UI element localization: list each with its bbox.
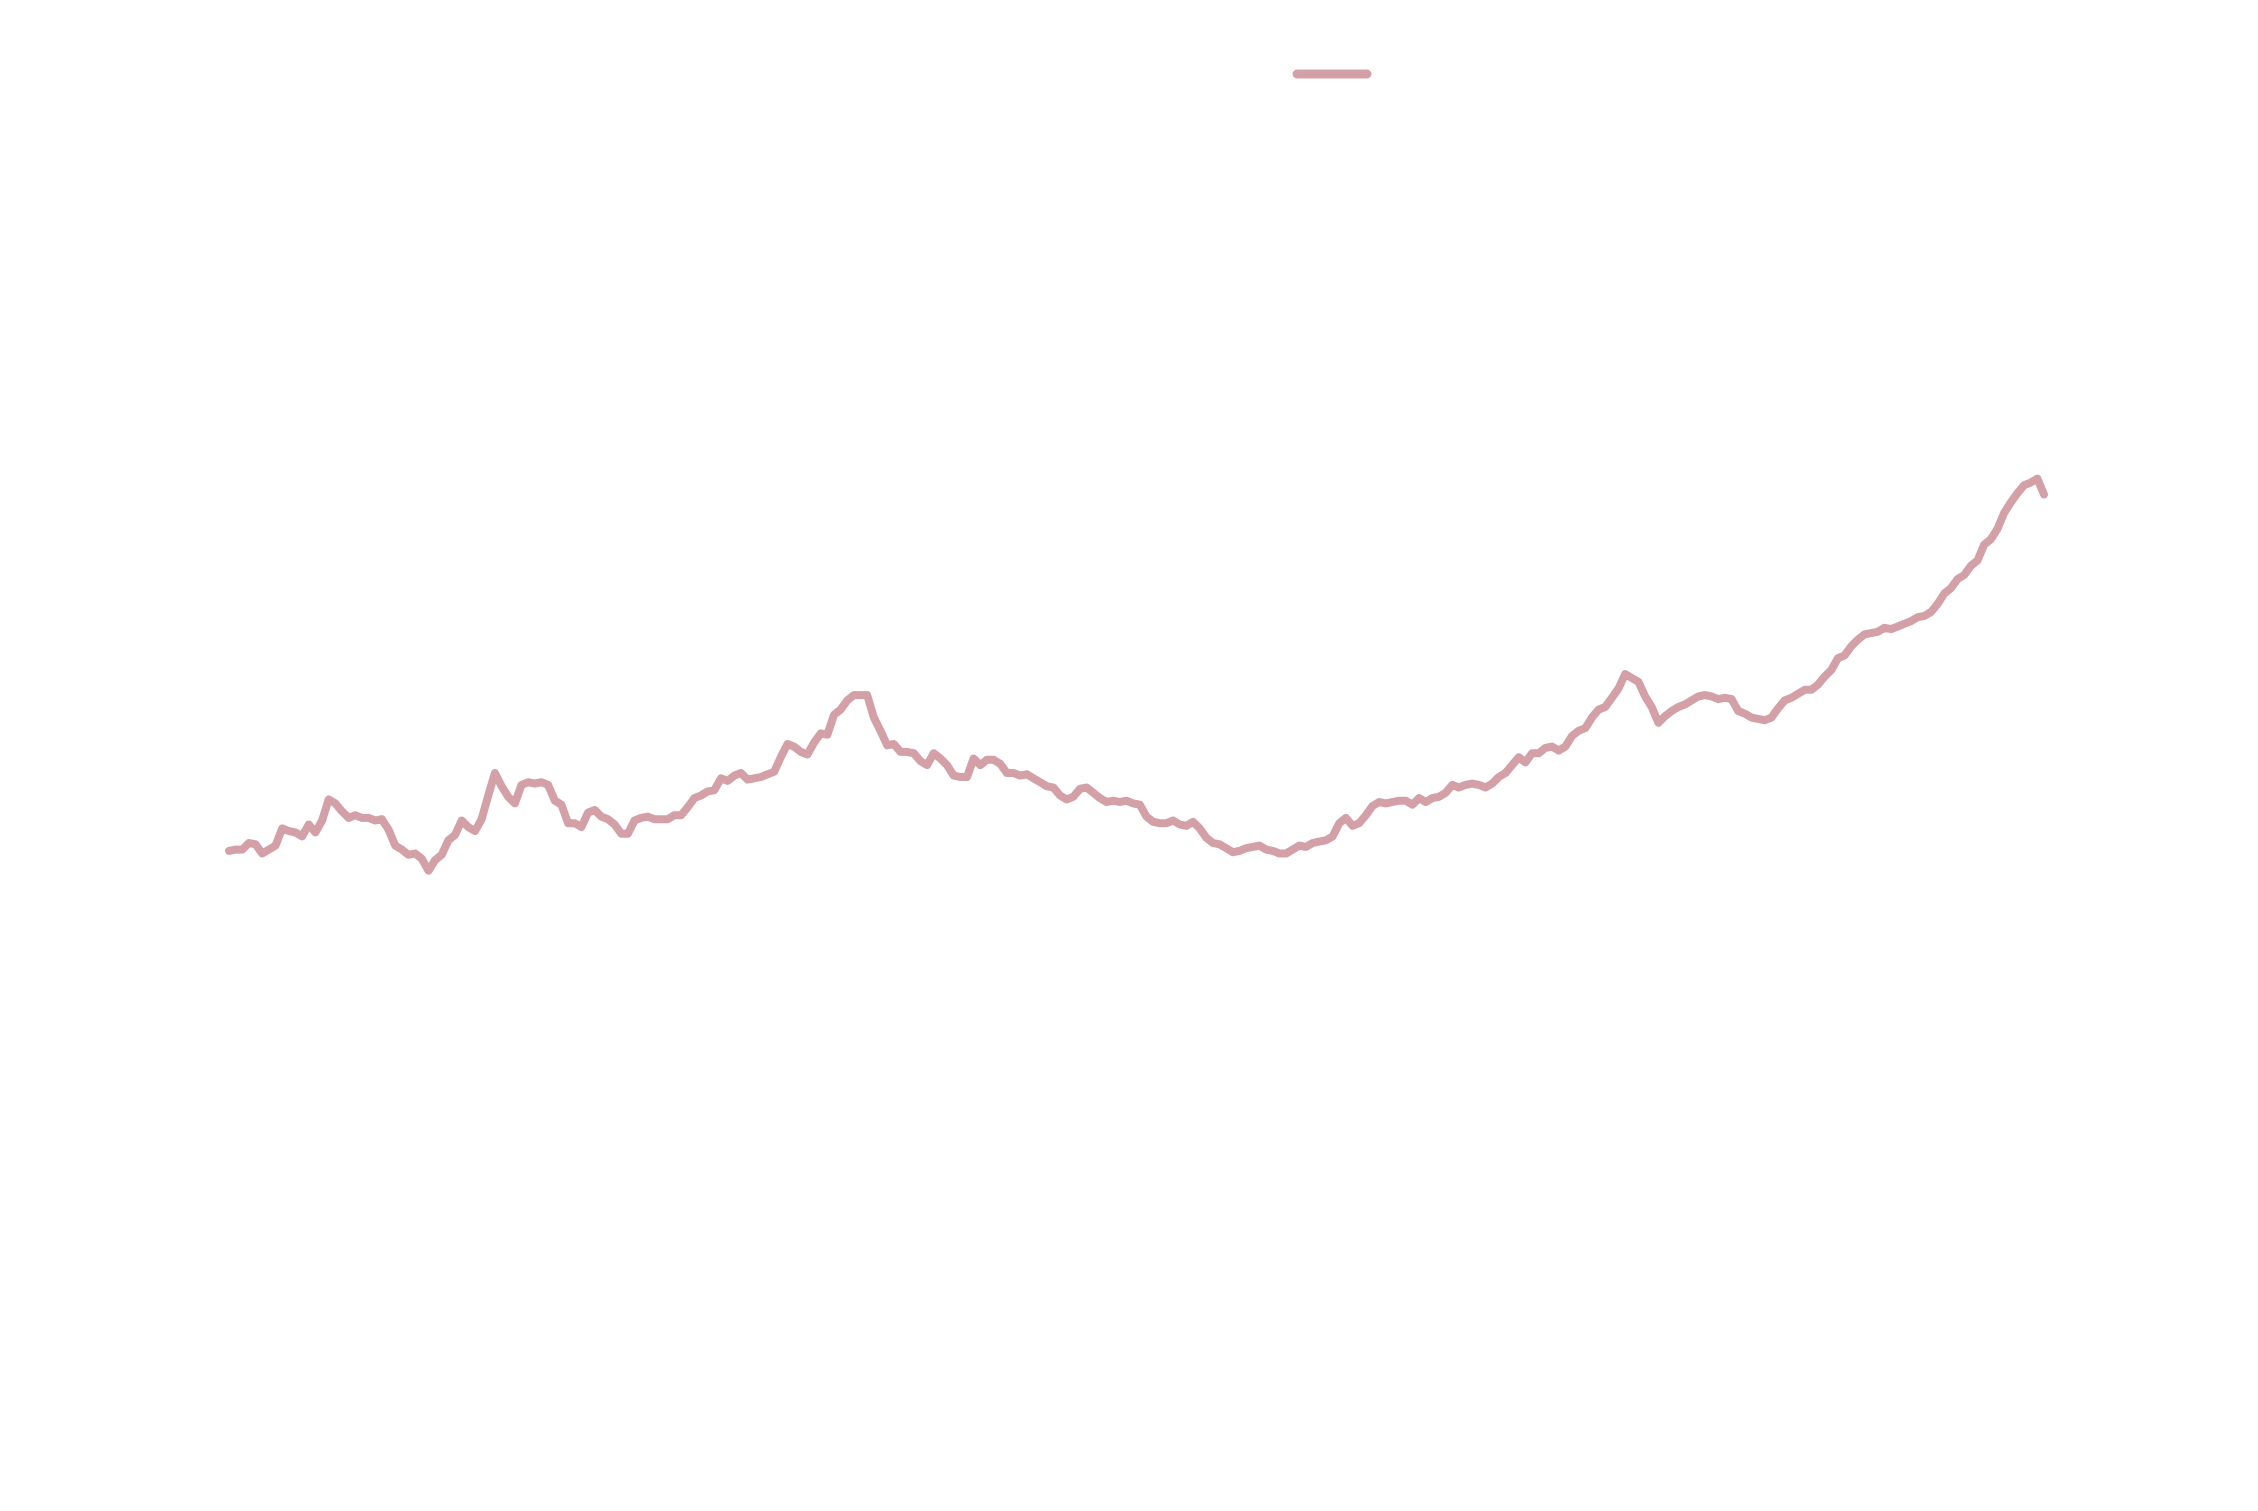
plot-area <box>225 474 2048 875</box>
series-line-0 <box>225 474 2048 875</box>
